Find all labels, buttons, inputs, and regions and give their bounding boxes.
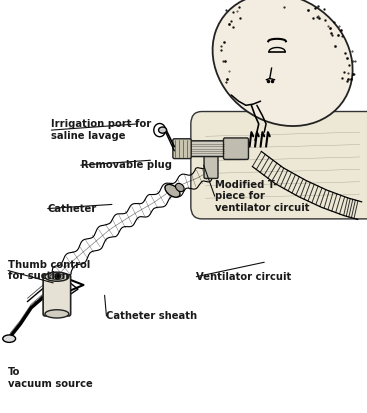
Text: Catheter sheath: Catheter sheath [106,311,197,321]
Text: Catheter: Catheter [48,204,97,214]
FancyBboxPatch shape [187,141,228,157]
Text: To
vacuum source: To vacuum source [8,367,93,389]
Ellipse shape [212,0,353,126]
Ellipse shape [3,335,15,342]
Text: Irrigation port for
saline lavage: Irrigation port for saline lavage [51,119,152,141]
Ellipse shape [45,310,69,318]
FancyBboxPatch shape [191,112,367,219]
Ellipse shape [175,183,184,192]
Text: Removable plug: Removable plug [81,160,172,170]
Text: Thumb control
for suction: Thumb control for suction [8,260,90,281]
Text: Modified T-
piece for
ventilator circuit: Modified T- piece for ventilator circuit [215,180,309,213]
Ellipse shape [165,184,180,197]
FancyBboxPatch shape [224,138,248,159]
FancyBboxPatch shape [43,275,70,316]
Ellipse shape [159,127,167,133]
Ellipse shape [50,274,64,280]
Text: Ventilator circuit: Ventilator circuit [196,272,292,282]
Ellipse shape [45,272,69,281]
FancyBboxPatch shape [204,152,218,178]
FancyBboxPatch shape [173,139,191,159]
